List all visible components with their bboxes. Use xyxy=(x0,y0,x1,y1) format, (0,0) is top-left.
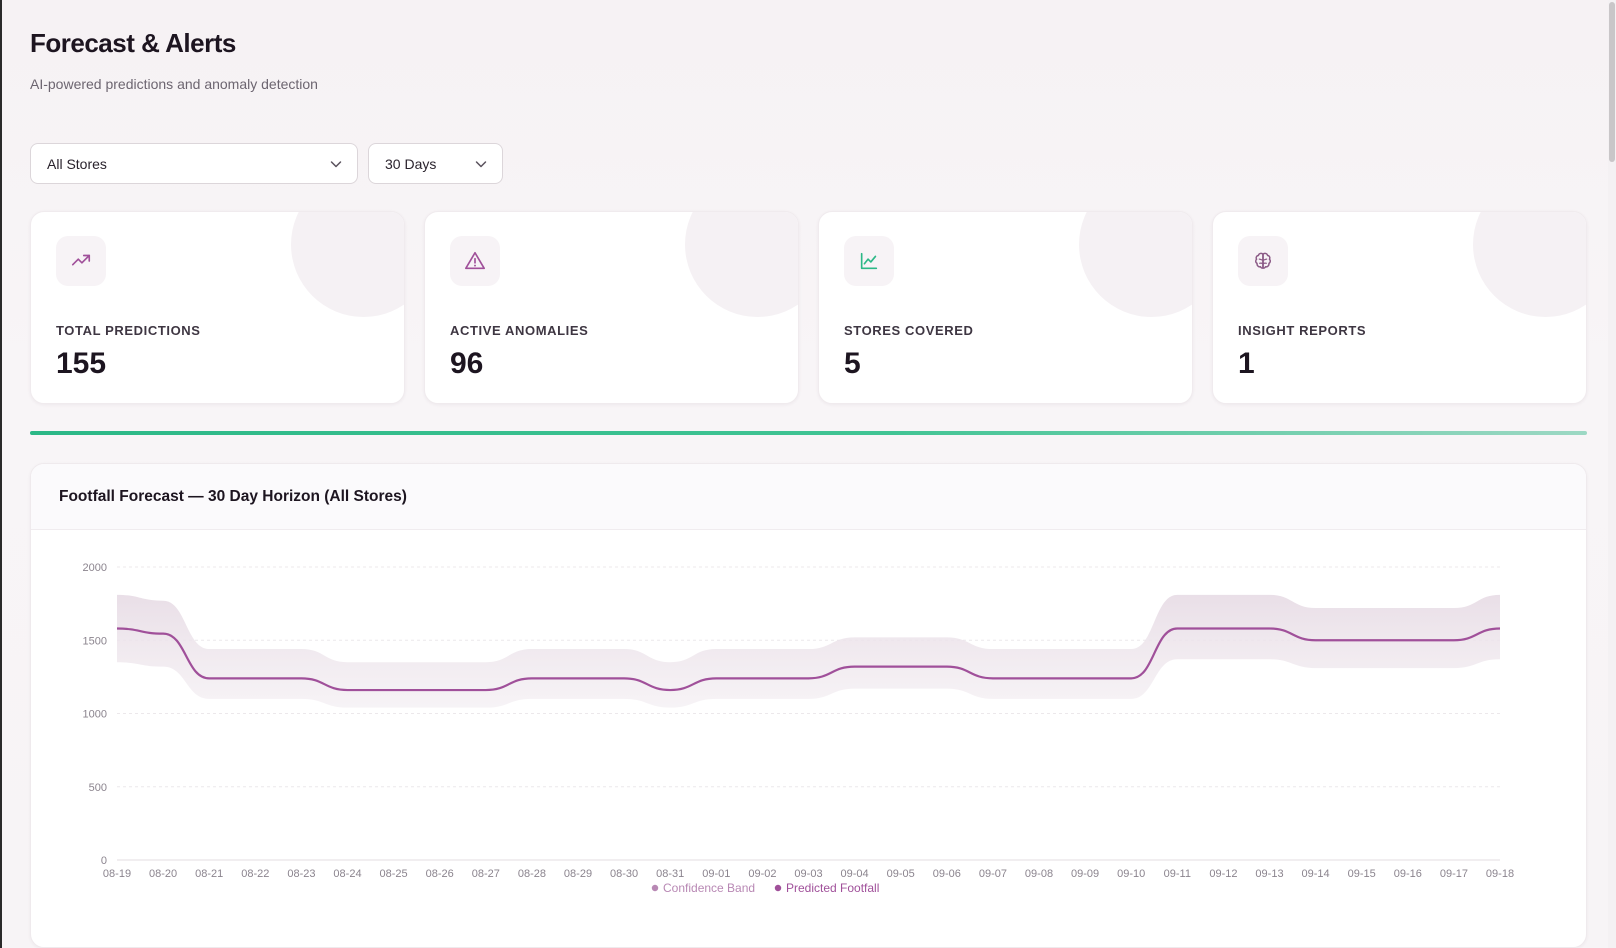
icon-badge xyxy=(450,236,500,286)
x-tick-label: 08-21 xyxy=(195,868,223,880)
scrollbar-track[interactable] xyxy=(1608,0,1616,948)
x-tick-label: 09-15 xyxy=(1348,868,1376,880)
card-decoration xyxy=(685,212,798,317)
legend-item: Confidence Band xyxy=(651,881,755,895)
range-select[interactable]: 30 Days xyxy=(368,143,503,184)
icon-badge xyxy=(844,236,894,286)
trending-up-icon xyxy=(71,254,91,266)
y-tick-label: 0 xyxy=(101,855,107,867)
x-tick-label: 09-01 xyxy=(702,868,730,880)
page-subtitle: AI-powered predictions and anomaly detec… xyxy=(30,76,318,92)
x-tick-label: 09-04 xyxy=(841,868,869,880)
x-tick-label: 09-07 xyxy=(979,868,1007,880)
legend-item: Predicted Footfall xyxy=(774,881,879,895)
confidence-band-area xyxy=(117,594,1500,708)
x-tick-label: 09-05 xyxy=(887,868,915,880)
y-tick-label: 1000 xyxy=(83,709,107,721)
x-tick-label: 08-25 xyxy=(380,868,408,880)
x-tick-label: 08-19 xyxy=(103,868,131,880)
card-decoration xyxy=(1473,212,1586,317)
x-tick-label: 08-22 xyxy=(241,868,269,880)
stat-value: 5 xyxy=(844,347,861,380)
section-divider xyxy=(30,431,1587,435)
x-tick-label: 09-09 xyxy=(1071,868,1099,880)
legend-swatch xyxy=(774,884,782,892)
x-tick-label: 08-28 xyxy=(518,868,546,880)
stat-label: ACTIVE ANOMALIES xyxy=(450,323,589,338)
store-select[interactable]: All Stores xyxy=(30,143,358,184)
forecast-chart-card: Footfall Forecast — 30 Day Horizon (All … xyxy=(30,463,1587,948)
chevron-down-icon xyxy=(330,161,342,168)
x-tick-label: 09-14 xyxy=(1302,868,1330,880)
chart-title: Footfall Forecast — 30 Day Horizon (All … xyxy=(59,488,407,505)
x-tick-label: 09-12 xyxy=(1209,868,1237,880)
x-tick-label: 09-08 xyxy=(1025,868,1053,880)
predicted-footfall-line xyxy=(116,627,1501,692)
icon-badge xyxy=(56,236,106,286)
x-tick-label: 09-06 xyxy=(933,868,961,880)
x-tick-label: 09-11 xyxy=(1164,868,1191,880)
forecast-chart: 0 500 1000 1500 2000 08-19 08-20 08-21 08-22 08-2… xyxy=(83,562,1515,895)
x-tick-label: 09-18 xyxy=(1486,868,1514,880)
stat-label: INSIGHT REPORTS xyxy=(1238,323,1367,338)
chart-header: Footfall Forecast — 30 Day Horizon (All … xyxy=(31,464,1586,530)
stat-value: 155 xyxy=(56,347,107,380)
legend-swatch xyxy=(651,884,659,892)
line-chart-icon xyxy=(860,252,878,270)
stat-value: 1 xyxy=(1238,347,1255,380)
x-tick-label: 08-27 xyxy=(472,868,500,880)
x-tick-label: 09-03 xyxy=(794,868,822,880)
x-tick-label: 08-31 xyxy=(656,868,684,880)
stat-card-active-anomalies: ACTIVE ANOMALIES 96 xyxy=(424,211,799,404)
scrollbar-thumb[interactable] xyxy=(1609,2,1615,162)
alert-triangle-icon xyxy=(465,251,485,270)
x-tick-label: 08-20 xyxy=(149,868,177,880)
card-decoration xyxy=(1079,212,1192,317)
chevron-down-icon xyxy=(475,161,487,168)
y-tick-label: 500 xyxy=(89,782,107,794)
x-tick-label: 09-16 xyxy=(1394,868,1422,880)
x-tick-label: 08-24 xyxy=(333,868,361,880)
brain-icon xyxy=(1255,252,1271,269)
stat-card-insight-reports: INSIGHT REPORTS 1 xyxy=(1212,211,1587,404)
x-tick-label: 08-23 xyxy=(287,868,315,880)
x-tick-label: 09-02 xyxy=(748,868,776,880)
stat-label: TOTAL PREDICTIONS xyxy=(56,323,201,338)
y-tick-label: 1500 xyxy=(83,635,107,647)
store-select-value: All Stores xyxy=(47,155,107,172)
icon-badge xyxy=(1238,236,1288,286)
y-tick-label: 2000 xyxy=(83,562,107,574)
page-title: Forecast & Alerts xyxy=(30,28,236,58)
legend-label: Confidence Band xyxy=(663,881,755,895)
stat-card-stores-covered: STORES COVERED 5 xyxy=(818,211,1193,404)
stat-value: 96 xyxy=(450,347,484,380)
stat-label: STORES COVERED xyxy=(844,323,974,338)
legend-label: Predicted Footfall xyxy=(786,881,879,895)
card-decoration xyxy=(291,212,404,317)
x-tick-label: 08-26 xyxy=(426,868,454,880)
x-tick-label: 08-29 xyxy=(564,868,592,880)
stat-card-total-predictions: TOTAL PREDICTIONS 155 xyxy=(30,211,405,404)
x-tick-label: 08-30 xyxy=(610,868,638,880)
range-select-value: 30 Days xyxy=(385,155,437,172)
x-tick-label: 09-17 xyxy=(1440,868,1468,880)
x-tick-label: 09-10 xyxy=(1117,868,1145,880)
x-tick-label: 09-13 xyxy=(1255,868,1283,880)
